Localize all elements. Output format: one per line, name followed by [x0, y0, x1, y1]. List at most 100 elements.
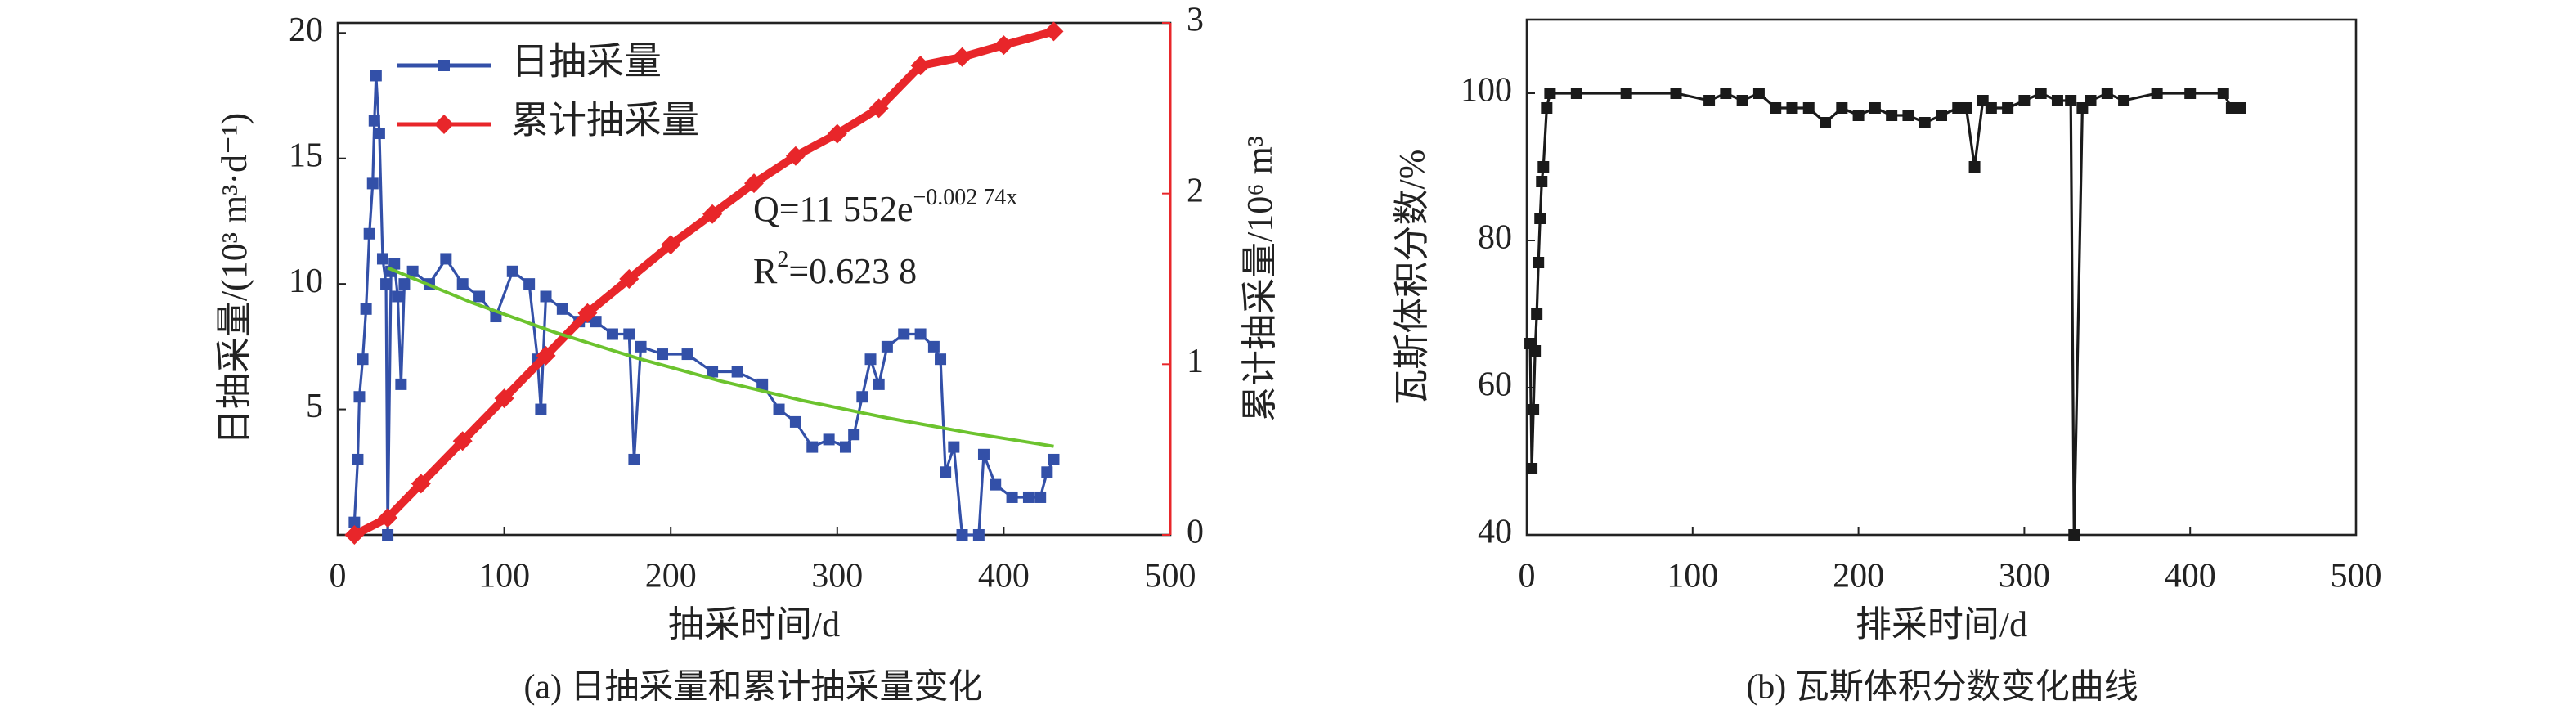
marker — [366, 177, 379, 190]
marker — [353, 391, 366, 403]
marker — [910, 56, 931, 76]
marker — [935, 353, 947, 366]
marker — [972, 529, 985, 541]
series-line — [1528, 92, 2241, 536]
marker — [864, 353, 877, 366]
legend-label: 日抽采量 — [511, 41, 662, 83]
plot-frame — [1525, 18, 2358, 537]
marker — [440, 253, 452, 265]
marker — [1528, 404, 1540, 415]
fit-line — [387, 266, 1054, 448]
marker — [635, 340, 647, 353]
marker — [873, 378, 885, 390]
annotation-text: R — [753, 251, 778, 291]
marker — [628, 453, 640, 465]
y-tick-label: 40 — [1478, 514, 1512, 551]
marker — [473, 290, 486, 303]
marker — [1919, 117, 1931, 128]
y-tick-label: 10 — [289, 263, 323, 300]
marker — [2234, 102, 2246, 114]
marker — [839, 441, 851, 453]
marker — [1720, 88, 1732, 99]
marker — [2002, 102, 2014, 114]
marker — [785, 146, 806, 166]
marker — [434, 115, 454, 134]
marker — [556, 303, 568, 315]
marker — [378, 508, 398, 528]
marker — [1541, 102, 1553, 114]
marker — [2217, 88, 2229, 99]
marker — [438, 60, 450, 71]
annotation-text: Q=11 552e — [753, 189, 913, 229]
marker — [452, 431, 473, 451]
marker — [395, 378, 407, 390]
marker — [411, 474, 431, 494]
marker — [731, 366, 743, 378]
marker — [657, 348, 669, 361]
annotation: Q=11 552e−0.002 74x — [753, 185, 1017, 229]
marker — [577, 303, 598, 323]
marker — [368, 115, 380, 127]
y2-tick-label: 3 — [1187, 2, 1204, 39]
marker — [1034, 491, 1047, 503]
marker — [707, 366, 719, 378]
marker — [1570, 88, 1582, 99]
marker — [536, 345, 556, 366]
marker — [1537, 161, 1550, 173]
marker — [606, 328, 618, 340]
marker — [523, 278, 536, 290]
legend-label: 累计抽采量 — [511, 100, 699, 141]
marker — [1536, 176, 1548, 187]
marker — [848, 429, 860, 441]
marker — [1820, 117, 1832, 128]
annotation-sup: 2 — [777, 247, 788, 272]
marker — [2184, 88, 2197, 99]
annotation: R2=0.623 8 — [753, 247, 917, 291]
marker — [914, 328, 927, 340]
marker — [398, 278, 411, 290]
marker — [702, 204, 723, 224]
x-tick-label: 400 — [2165, 558, 2216, 595]
x-tick-label: 100 — [1667, 558, 1718, 595]
marker — [2068, 529, 2080, 541]
y-axis-label: 日抽采量/(10³ m³·d⁻¹) — [214, 113, 254, 445]
marker — [1544, 88, 1556, 99]
y2-axis-label: 累计抽采量/10⁶ m³ — [1240, 136, 1280, 422]
marker — [789, 415, 801, 428]
marker — [380, 278, 393, 290]
marker — [1752, 88, 1765, 99]
marker — [1620, 88, 1632, 99]
marker — [994, 35, 1014, 56]
marker — [357, 353, 369, 366]
y-tick-label: 100 — [1461, 72, 1512, 110]
marker — [1048, 453, 1060, 465]
marker — [1533, 257, 1545, 268]
marker — [2118, 95, 2130, 106]
marker — [773, 403, 785, 415]
annotation-text: =0.623 8 — [788, 251, 917, 291]
y-tick-label: 15 — [289, 137, 323, 174]
x-tick-label: 400 — [978, 558, 1030, 595]
marker — [376, 253, 388, 265]
x-tick-label: 300 — [811, 558, 863, 595]
marker — [823, 433, 835, 446]
marker — [2065, 95, 2077, 106]
marker — [590, 316, 602, 328]
marker — [535, 403, 547, 415]
marker — [2101, 88, 2113, 99]
marker — [1006, 491, 1018, 503]
marker — [1534, 213, 1546, 224]
marker — [2151, 88, 2163, 99]
marker — [1902, 110, 1914, 121]
caption: (b) 瓦斯体积分数变化曲线 — [1746, 668, 2138, 707]
y2-tick-label: 2 — [1187, 172, 1204, 209]
marker — [827, 123, 847, 144]
marker — [1041, 466, 1053, 478]
x-axis-label: 排采时间/d — [1856, 604, 2027, 644]
marker — [506, 265, 518, 277]
marker — [1936, 110, 1947, 121]
marker — [1529, 345, 1542, 357]
marker — [1670, 88, 1682, 99]
caption: (a) 日抽采量和累计抽采量变化 — [523, 668, 982, 707]
